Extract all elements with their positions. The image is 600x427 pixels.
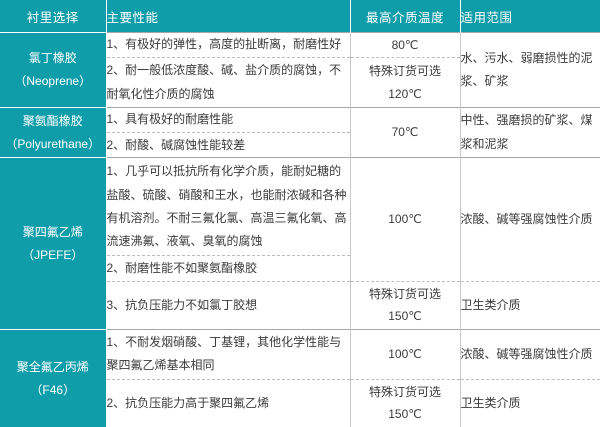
temperature-cell-0-0: 80℃ — [350, 31, 461, 58]
material-cell-3: 聚全氟乙丙烯 （F46） — [0, 329, 107, 427]
table-row: 聚四氟乙烯 （JPEFE） 1、几乎可以抵抗所有化学介质，能耐妃糖的盐酸、硫酸、… — [0, 157, 600, 330]
column-header-performance: 主要性能 — [106, 0, 351, 33]
material-name-en: （F46） — [30, 382, 76, 397]
material-name-en: （Polyurethane） — [5, 136, 101, 151]
material-name-cn: 聚四氟乙烯 — [22, 224, 83, 239]
temperature-cell-2-0: 100℃ — [350, 157, 461, 282]
temperature-cell-2-1: 特殊订货可选 150℃ — [350, 280, 461, 330]
table-row: 聚全氟乙丙烯 （F46） 1、不耐发烟硝酸、丁基锂，其他化学性能与聚四氟乙烯基本… — [0, 329, 600, 427]
application-cell-1-0: 中性、强磨损的矿浆、煤浆和泥浆 — [460, 106, 600, 158]
performance-cell-1-1: 2、耐酸、碱腐蚀性能较差 — [106, 132, 351, 158]
header-row: 衬里选择 主要性能 最高介质温度 适用范围 — [0, 0, 600, 33]
table-row: 聚氨酯橡胶 （Polyurethane） 1、具有极好的耐磨性能 70℃ 中性、… — [0, 106, 600, 158]
temperature-value: 70℃ — [391, 125, 419, 140]
temperature-cell-1-0: 70℃ — [350, 106, 461, 158]
performance-cell-2-0: 1、几乎可以抵抗所有化学介质，能耐妃糖的盐酸、硫酸、硝酸和王水，也能耐浓碱和各种… — [106, 157, 351, 256]
table-row: 2、耐磨性能不如聚氨酯橡胶 — [0, 255, 600, 282]
temperature-cell-3-1: 特殊订货可选 150℃ — [350, 378, 461, 427]
performance-cell-2-1: 2、耐磨性能不如聚氨酯橡胶 — [106, 255, 351, 282]
temperature-value: 80℃ — [391, 37, 419, 52]
temperature-value: 120℃ — [388, 86, 422, 101]
temperature-value: 100℃ — [388, 346, 422, 361]
material-name-en: （Neoprene） — [14, 73, 92, 88]
temperature-note: 特殊订货可选 — [368, 63, 441, 78]
performance-cell-3-1: 2、抗负压能力高于聚四氟乙烯 — [106, 378, 351, 427]
table-row: 氯丁橡胶 （Neoprene） 1、有极好的弹性，高度的扯断离，耐磨性好 80℃… — [0, 31, 600, 108]
column-header-application: 适用范围 — [460, 0, 600, 33]
material-name-cn: 聚氨酯橡胶 — [22, 113, 83, 128]
material-cell-2: 聚四氟乙烯 （JPEFE） — [0, 157, 107, 330]
material-name-en: （JPEFE） — [22, 247, 84, 262]
application-cell-0-0: 水、污水、弱磨损性的泥浆、矿浆 — [460, 32, 600, 108]
table-row: 2、抗负压能力高于聚四氟乙烯 特殊订货可选 150℃ 卫生类介质 — [0, 378, 600, 427]
temperature-cell-0-1: 特殊订货可选 120℃ — [350, 57, 461, 108]
column-header-material: 衬里选择 — [0, 0, 107, 33]
application-cell-2-1: 卫生类介质 — [460, 280, 600, 330]
table-row: 2、耐一般低浓度酸、碱、盐介质的腐蚀，不耐氧化性介质的腐蚀 特殊订货可选 120… — [0, 57, 600, 108]
table-body: 氯丁橡胶 （Neoprene） 1、有极好的弹性，高度的扯断离，耐磨性好 80℃… — [0, 31, 600, 427]
temperature-note: 特殊订货可选 — [368, 286, 441, 301]
temperature-value: 100℃ — [388, 212, 422, 227]
material-name-cn: 氯丁橡胶 — [28, 51, 77, 66]
table-row: 2、耐酸、碱腐蚀性能较差 — [0, 132, 600, 158]
performance-cell-0-1: 2、耐一般低浓度酸、碱、盐介质的腐蚀，不耐氧化性介质的腐蚀 — [106, 57, 351, 108]
performance-cell-1-0: 1、具有极好的耐磨性能 — [106, 106, 351, 133]
material-name-cn: 聚全氟乙丙烯 — [16, 359, 89, 374]
performance-cell-3-0: 1、不耐发烟硝酸、丁基锂，其他化学性能与聚四氟乙烯基本相同 — [106, 329, 351, 380]
column-header-temperature: 最高介质温度 — [350, 0, 461, 33]
material-cell-0: 氯丁橡胶 （Neoprene） — [0, 32, 107, 108]
table-header: 衬里选择 主要性能 最高介质温度 适用范围 — [0, 0, 600, 33]
temperature-note: 特殊订货可选 — [368, 384, 441, 399]
application-cell-3-1: 卫生类介质 — [460, 378, 600, 427]
temperature-cell-3-0: 100℃ — [350, 329, 461, 380]
temperature-value: 150℃ — [388, 309, 422, 324]
material-cell-1: 聚氨酯橡胶 （Polyurethane） — [0, 106, 107, 158]
application-cell-2-0: 浓酸、碱等强腐蚀性介质 — [460, 157, 600, 282]
application-cell-3-0: 浓酸、碱等强腐蚀性介质 — [460, 329, 600, 380]
performance-cell-0-0: 1、有极好的弹性，高度的扯断离，耐磨性好 — [106, 31, 351, 58]
temperature-value: 150℃ — [388, 407, 422, 422]
performance-cell-2-2: 3、抗负压能力不如氯丁胶想 — [106, 280, 351, 330]
table-row: 3、抗负压能力不如氯丁胶想 特殊订货可选 150℃ 卫生类介质 — [0, 280, 600, 330]
